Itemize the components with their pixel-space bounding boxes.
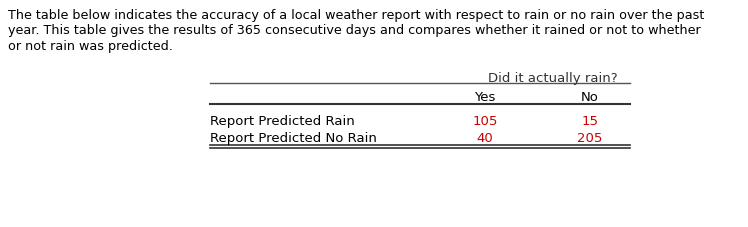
Text: Report Predicted No Rain: Report Predicted No Rain [210,132,377,145]
Text: 15: 15 [581,115,598,128]
Text: Did it actually rain?: Did it actually rain? [488,72,617,85]
Text: The table below indicates the accuracy of a local weather report with respect to: The table below indicates the accuracy o… [8,9,705,22]
Text: 40: 40 [476,132,494,145]
Text: Report Predicted Rain: Report Predicted Rain [210,115,355,128]
Text: No: No [581,91,599,104]
Text: year. This table gives the results of 365 consecutive days and compares whether : year. This table gives the results of 36… [8,25,701,37]
Text: 205: 205 [577,132,603,145]
Text: Yes: Yes [474,91,496,104]
Text: or not rain was predicted.: or not rain was predicted. [8,40,173,53]
Text: 105: 105 [472,115,497,128]
